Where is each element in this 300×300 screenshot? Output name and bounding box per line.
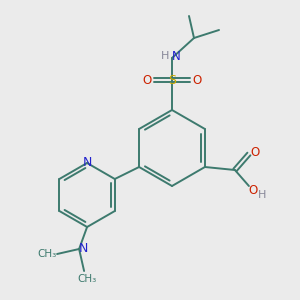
Text: S: S — [168, 74, 176, 86]
Text: O: O — [192, 74, 202, 86]
Text: N: N — [82, 157, 92, 169]
Text: H: H — [161, 51, 169, 61]
Text: O: O — [250, 146, 260, 158]
Text: CH₃: CH₃ — [77, 274, 97, 284]
Text: O: O — [142, 74, 152, 86]
Text: N: N — [78, 242, 88, 256]
Text: CH₃: CH₃ — [38, 249, 57, 259]
Text: N: N — [172, 50, 180, 62]
Text: H: H — [258, 190, 266, 200]
Text: O: O — [248, 184, 257, 196]
